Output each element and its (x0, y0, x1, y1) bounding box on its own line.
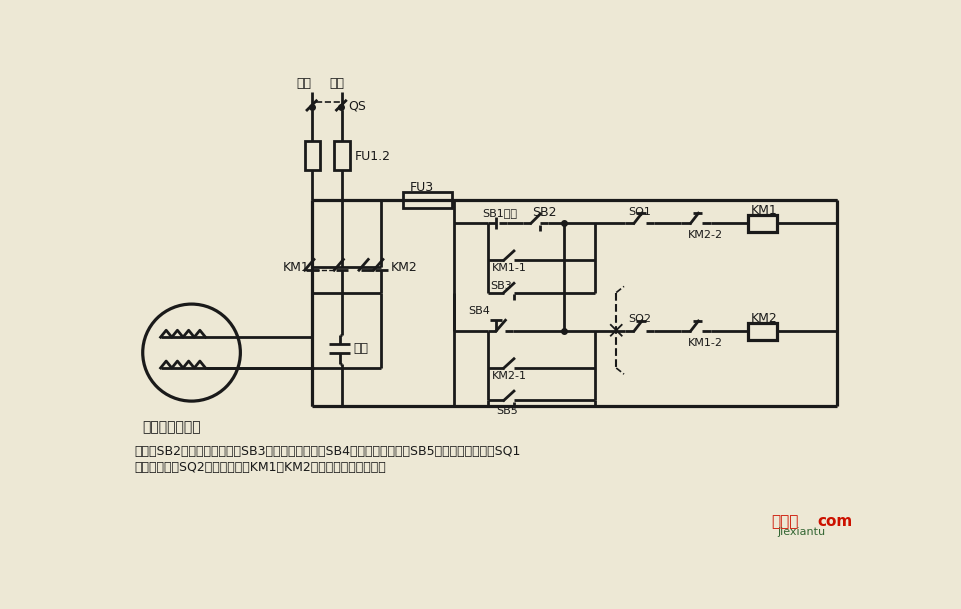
Text: 为最高限位，SQ2为最低限位。KM1、KM2可用中间继电器代替。: 为最高限位，SQ2为最低限位。KM1、KM2可用中间继电器代替。 (135, 461, 385, 474)
Text: SB3: SB3 (490, 281, 512, 290)
Text: KM2-1: KM2-1 (492, 371, 527, 381)
Bar (333, 141, 349, 170)
Text: 单相电容电动机: 单相电容电动机 (142, 420, 200, 434)
Text: 说明：SB2为上升启动按鈕，SB3为上升点动按鈕，SB4为下降启动按鈕，SB5为下降点动按鈕；SQ1: 说明：SB2为上升启动按鈕，SB3为上升点动按鈕，SB4为下降启动按鈕，SB5为… (135, 445, 520, 459)
Bar (748, 215, 776, 231)
Text: QS: QS (348, 100, 365, 113)
Text: KM2-2: KM2-2 (688, 230, 723, 240)
Text: FU3: FU3 (409, 180, 433, 194)
Text: SB2: SB2 (532, 206, 556, 219)
Text: KM2: KM2 (751, 312, 777, 325)
Bar (403, 192, 452, 208)
Text: FU1.2: FU1.2 (354, 150, 390, 163)
Text: KM1-1: KM1-1 (492, 263, 527, 273)
Text: jiexiantu: jiexiantu (776, 527, 825, 537)
Text: KM1-2: KM1-2 (688, 337, 723, 348)
Text: SB4: SB4 (468, 306, 489, 316)
Text: 零线: 零线 (330, 77, 344, 90)
Text: com: com (817, 514, 852, 529)
Text: 接线图: 接线图 (771, 514, 798, 529)
Bar (305, 141, 320, 170)
Text: 火线: 火线 (296, 77, 311, 90)
Text: SQ2: SQ2 (628, 314, 651, 325)
Text: SQ1: SQ1 (628, 206, 650, 217)
Text: 电容: 电容 (353, 342, 368, 355)
Text: KM1: KM1 (751, 205, 777, 217)
Text: SB5: SB5 (496, 406, 517, 416)
Text: KM1: KM1 (283, 261, 309, 273)
Text: SB1停止: SB1停止 (481, 208, 517, 218)
Text: KM2: KM2 (390, 261, 417, 273)
Bar (748, 323, 776, 339)
